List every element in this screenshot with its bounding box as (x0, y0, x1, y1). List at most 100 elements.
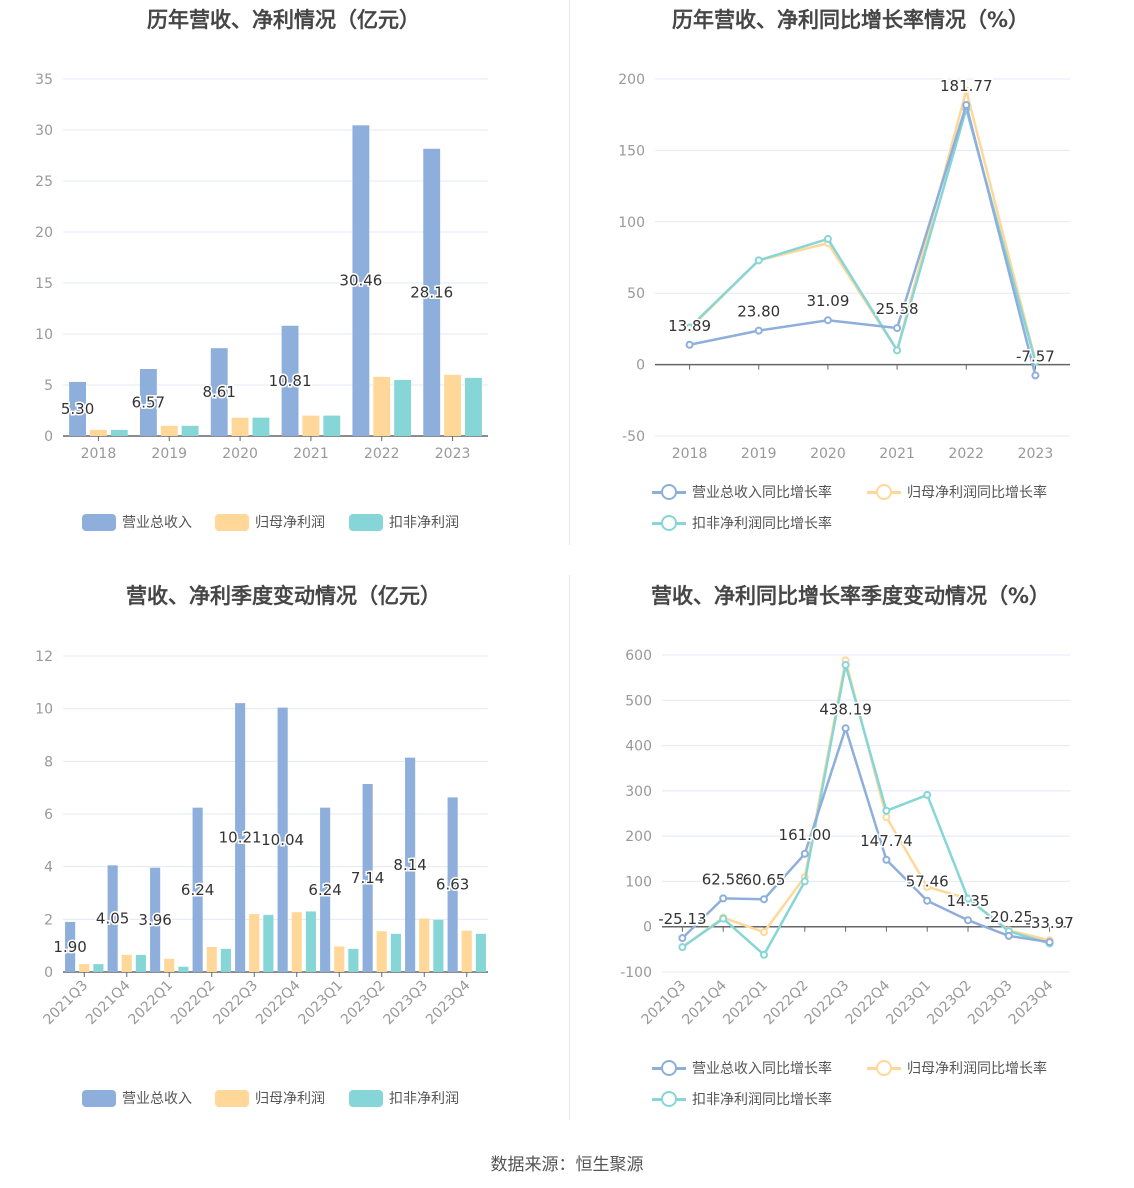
bar-revenue (235, 703, 246, 972)
legend-label: 扣非净利润同比增长率 (692, 1092, 832, 1108)
line-point (841, 660, 850, 669)
chart-canvas: 0246810122021Q32021Q42022Q12022Q22022Q32… (35, 649, 488, 1029)
legend-item[interactable]: 营业总收入 (82, 1088, 192, 1108)
legend-item[interactable]: 归母净利润同比增长率 (867, 482, 1047, 502)
legend-item[interactable]: 营业总收入同比增长率 (652, 1058, 832, 1078)
line-point (678, 934, 687, 943)
bar-net-profit (334, 946, 345, 972)
chart-title: 营收、净利季度变动情况（亿元） (126, 584, 441, 608)
divider-top (569, 0, 570, 545)
bar-net-profit (206, 946, 217, 972)
x-tick-label: 2018 (672, 446, 708, 462)
y-tick-label: 150 (618, 143, 645, 159)
data-label: 1.90 (53, 938, 86, 956)
y-tick-label: 400 (625, 739, 652, 755)
legend-item[interactable]: 归母净利润同比增长率 (867, 1058, 1047, 1078)
bar-deducted-profit (465, 377, 482, 436)
y-tick-label: 100 (625, 874, 652, 890)
y-tick-label: 8 (44, 754, 53, 770)
line-point (1004, 931, 1013, 940)
line-point (882, 855, 891, 864)
y-tick-label: 12 (35, 649, 53, 665)
line-point (893, 324, 902, 333)
x-tick-label: 2019 (151, 446, 187, 462)
bar-net-profit (373, 376, 391, 436)
y-tick-label: 6 (44, 807, 53, 823)
bar-deducted-profit (110, 429, 128, 436)
bar-revenue (405, 757, 416, 972)
data-label: 14.35 (947, 892, 990, 910)
y-tick-label: 35 (35, 72, 53, 88)
bar-revenue (320, 807, 331, 972)
data-label: 181.77 (940, 77, 993, 95)
data-label: 31.09 (806, 292, 849, 310)
data-label: 57.46 (906, 873, 949, 891)
legend-label: 归母净利润同比增长率 (907, 485, 1047, 501)
x-tick-label: 2021Q4 (83, 977, 134, 1028)
legend-label: 归母净利润 (255, 1091, 325, 1107)
legend-swatch-icon (82, 513, 116, 531)
y-tick-label: -100 (620, 965, 652, 981)
legend-item[interactable]: 归母净利润 (215, 512, 325, 532)
legend-item[interactable]: 扣非净利润 (349, 512, 459, 532)
y-tick-label: 0 (44, 429, 53, 445)
line-point (719, 914, 728, 923)
y-tick-label: 50 (627, 286, 645, 302)
legend-item[interactable]: 扣非净利润同比增长率 (652, 513, 832, 533)
data-label: 10.04 (261, 831, 304, 849)
y-tick-label: 20 (35, 225, 53, 241)
data-label: 6.24 (181, 881, 214, 899)
x-tick-label: 2022Q2 (761, 978, 812, 1029)
bar-net-profit (419, 918, 430, 972)
bar-net-profit (302, 415, 320, 436)
legend-swatch-icon (652, 1060, 686, 1076)
bar-deducted-profit (135, 954, 146, 972)
bar-revenue (210, 348, 228, 436)
x-tick-label: 2021 (879, 446, 915, 462)
data-label: 60.65 (743, 871, 786, 889)
data-label: 10.21 (219, 829, 262, 847)
legend-label: 归母净利润 (255, 515, 325, 531)
legend-item[interactable]: 营业总收入同比增长率 (652, 482, 832, 502)
line-point (964, 916, 972, 925)
bar-deducted-profit (305, 911, 316, 972)
line-revenue-growth (689, 100, 1037, 376)
data-label: 23.80 (737, 303, 780, 321)
legend-label: 营业总收入同比增长率 (692, 485, 832, 501)
legend-swatch-icon (652, 1091, 686, 1107)
y-tick-label: 600 (625, 648, 652, 664)
line-point (685, 323, 694, 332)
x-tick-label: 2023Q3 (380, 978, 431, 1029)
data-label: 3.96 (138, 911, 171, 929)
line-point (923, 896, 932, 905)
bar-revenue (139, 368, 157, 436)
data-label: 6.24 (308, 881, 341, 899)
bar-deducted-profit (475, 933, 486, 972)
y-tick-label: -50 (622, 429, 645, 445)
chart-canvas: -50 0 50 100 150 200 2018 2019 2020 2021 2022 2023 1… (618, 72, 1070, 462)
y-tick-label: 4 (44, 860, 53, 876)
data-label: 28.16 (410, 283, 453, 301)
x-tick-label: 2020 (222, 446, 258, 462)
line-point (882, 806, 891, 815)
legend-label: 营业总收入 (122, 1091, 192, 1107)
bar-deducted-profit (390, 933, 401, 972)
legend-item[interactable]: 归母净利润 (215, 1088, 325, 1108)
y-tick-label: 500 (625, 693, 652, 709)
bar-net-profit (89, 429, 107, 436)
bar-net-profit (461, 930, 472, 972)
legend-item[interactable]: 营业总收入 (82, 512, 192, 532)
legend-swatch-icon (215, 1089, 249, 1107)
y-tick-label: 5 (44, 378, 53, 394)
bar-deducted-profit (252, 417, 270, 436)
line-point (754, 256, 763, 265)
bar-revenue (65, 921, 76, 972)
legend-label: 扣非净利润同比增长率 (692, 516, 832, 532)
legend-item[interactable]: 扣非净利润 (349, 1088, 459, 1108)
bar-deducted-profit (348, 948, 359, 972)
x-tick-label: 2022Q1 (125, 978, 176, 1029)
legend-item[interactable]: 扣非净利润同比增长率 (652, 1089, 832, 1109)
x-tick-label: 2020 (810, 446, 846, 462)
data-label: 161.00 (779, 826, 832, 844)
data-label: 62.58 (702, 870, 745, 888)
